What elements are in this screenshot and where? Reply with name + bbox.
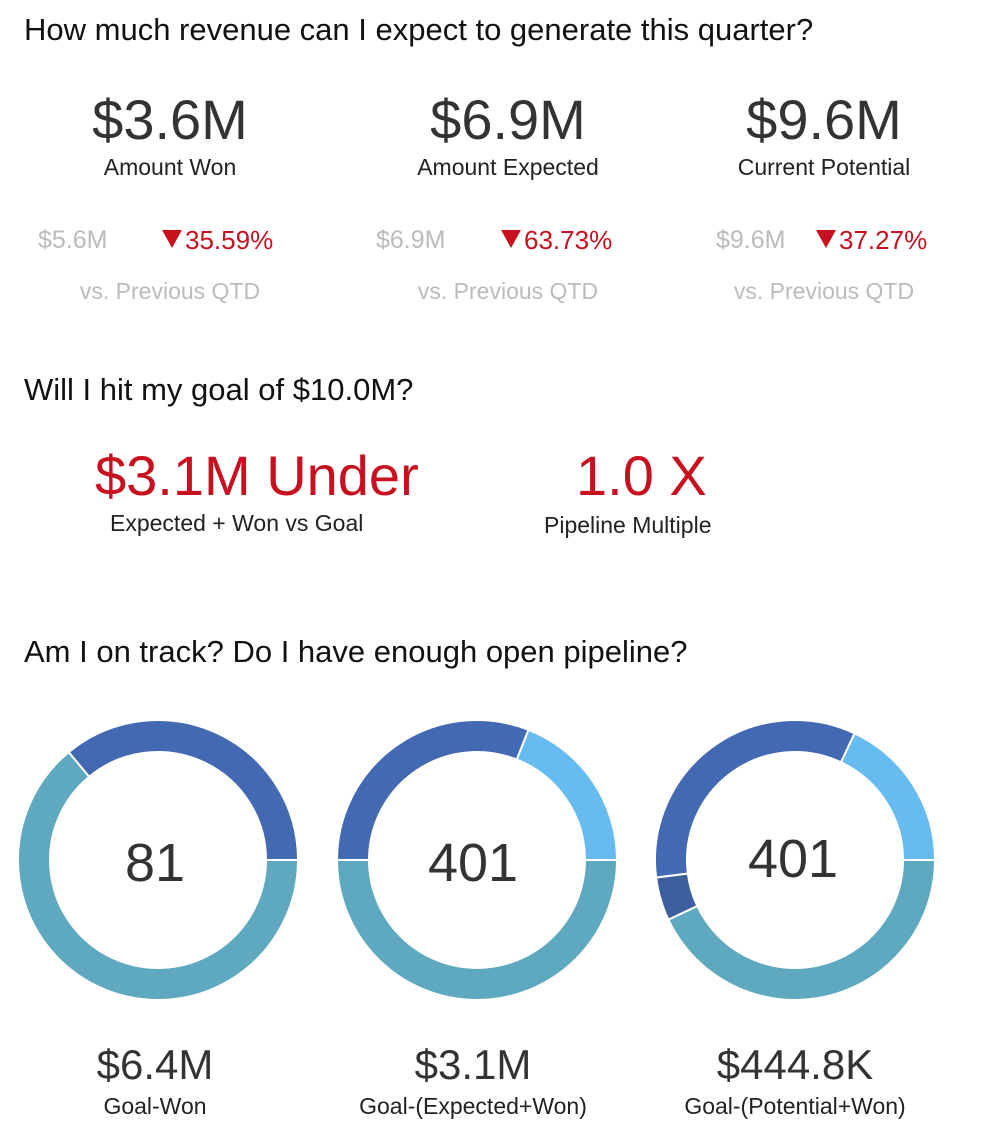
down-arrow-icon bbox=[162, 230, 182, 248]
kpi-amount-won: $3.6M Amount Won bbox=[20, 92, 320, 181]
delta-won: 35.59% bbox=[162, 225, 273, 256]
vs-previous-won: vs. Previous QTD bbox=[79, 278, 261, 304]
pipeline-multiple-label: Pipeline Multiple bbox=[544, 512, 712, 538]
pipeline-multiple-value: 1.0 X bbox=[576, 444, 707, 507]
down-arrow-icon bbox=[816, 230, 836, 248]
section-title-goal: Will I hit my goal of $10.0M? bbox=[24, 372, 414, 407]
donut-charts bbox=[17, 719, 937, 1001]
goal-under-value: $3.1M Under bbox=[95, 444, 419, 507]
donut-slice bbox=[17, 750, 300, 1001]
donut-label: Goal-(Potential+Won) bbox=[684, 1093, 906, 1119]
donut-center-label: 401 bbox=[427, 833, 519, 893]
kpi-value: $9.6M bbox=[746, 88, 902, 151]
prev-value-won: $5.6M bbox=[38, 226, 108, 254]
donut-slice bbox=[335, 859, 619, 1001]
donut-slice bbox=[515, 728, 619, 861]
donut-center-label: 81 bbox=[124, 833, 186, 893]
prev-value-expected: $6.9M bbox=[376, 226, 446, 254]
section-title-pipeline: Am I on track? Do I have enough open pip… bbox=[24, 634, 688, 669]
kpi-amount-expected: $6.9M Amount Expected bbox=[358, 92, 658, 181]
donut-slice bbox=[839, 731, 937, 861]
delta-value: 35.59% bbox=[185, 225, 274, 255]
donut-label: Goal-(Expected+Won) bbox=[359, 1093, 587, 1119]
kpi-current-potential: $9.6M Current Potential bbox=[674, 92, 974, 181]
prev-value-potential: $9.6M bbox=[716, 226, 786, 254]
donut-goal-expected-won bbox=[335, 719, 619, 1001]
donut-center-label: 401 bbox=[747, 829, 839, 889]
kpi-value: $6.9M bbox=[430, 88, 586, 151]
donut-slice bbox=[67, 719, 300, 861]
donut-goal-potential-won bbox=[654, 719, 937, 1001]
donut-value: $444.8K bbox=[716, 1041, 874, 1088]
donut-label: Goal-Won bbox=[103, 1093, 207, 1119]
kpi-label: Amount Expected bbox=[417, 154, 599, 180]
donut-slice bbox=[666, 859, 937, 1001]
delta-value: 63.73% bbox=[524, 225, 613, 255]
goal-under-label: Expected + Won vs Goal bbox=[110, 510, 364, 536]
down-arrow-icon bbox=[501, 230, 521, 248]
delta-value: 37.27% bbox=[839, 225, 928, 255]
kpi-label: Amount Won bbox=[103, 154, 237, 180]
donut-value: $3.1M bbox=[414, 1041, 532, 1088]
section-title-revenue: How much revenue can I expect to generat… bbox=[24, 12, 814, 47]
delta-potential: 37.27% bbox=[816, 225, 927, 256]
donut-value: $6.4M bbox=[96, 1041, 214, 1088]
vs-previous-expected: vs. Previous QTD bbox=[417, 278, 599, 304]
donut-goal-won bbox=[17, 719, 300, 1001]
vs-previous-potential: vs. Previous QTD bbox=[733, 278, 915, 304]
kpi-value: $3.6M bbox=[92, 88, 248, 151]
delta-expected: 63.73% bbox=[501, 225, 612, 256]
kpi-label: Current Potential bbox=[737, 154, 911, 180]
